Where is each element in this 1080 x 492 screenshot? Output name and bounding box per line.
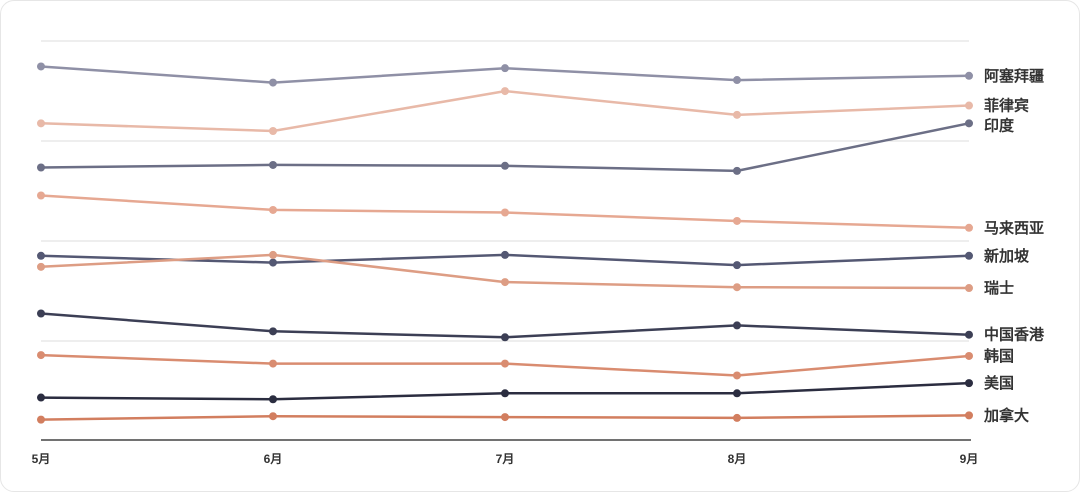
data-point	[269, 359, 277, 368]
series-label: 菲律宾	[984, 97, 1029, 115]
data-point	[733, 389, 741, 398]
x-tick-label: 5月	[32, 452, 51, 466]
x-tick-label: 9月	[960, 452, 979, 466]
data-point	[37, 119, 45, 128]
series-line	[40, 89, 970, 133]
data-point	[37, 262, 45, 271]
data-point	[37, 415, 45, 424]
data-point	[965, 119, 973, 128]
data-point	[501, 359, 509, 368]
data-point	[501, 250, 509, 259]
data-point	[965, 101, 973, 110]
data-point	[269, 160, 277, 169]
x-tick-label: 8月	[728, 452, 747, 466]
data-point	[37, 309, 45, 318]
data-point	[965, 330, 973, 339]
data-point	[37, 191, 45, 200]
x-tick-label: 7月	[496, 452, 515, 466]
data-point	[965, 351, 973, 360]
x-tick-label: 6月	[264, 452, 283, 466]
data-point	[965, 223, 973, 232]
series-label: 韩国	[984, 347, 1014, 365]
series-label: 中国香港	[984, 326, 1045, 344]
series-label: 瑞士	[984, 279, 1014, 297]
data-point	[501, 208, 509, 217]
data-point	[269, 126, 277, 135]
series-label: 美国	[984, 374, 1014, 392]
series-label: 新加坡	[984, 247, 1029, 265]
series-label: 马来西亚	[984, 219, 1044, 237]
series-label: 印度	[984, 117, 1015, 135]
data-point	[37, 351, 45, 360]
data-point	[965, 379, 973, 388]
data-point	[37, 163, 45, 172]
data-point	[733, 321, 741, 330]
data-point	[501, 413, 509, 422]
data-point	[269, 395, 277, 404]
data-point	[733, 166, 741, 175]
series-label: 阿塞拜疆	[984, 67, 1044, 85]
data-point	[37, 393, 45, 402]
gridlines	[41, 40, 969, 342]
data-point	[501, 64, 509, 73]
data-point	[733, 283, 741, 292]
data-point	[965, 284, 973, 293]
data-point	[733, 261, 741, 270]
data-point	[269, 205, 277, 214]
data-point	[269, 412, 277, 421]
data-point	[501, 333, 509, 342]
data-point	[965, 71, 973, 80]
data-point	[501, 278, 509, 287]
data-point	[501, 389, 509, 398]
data-point	[733, 413, 741, 422]
data-point	[269, 258, 277, 267]
data-point	[269, 250, 277, 259]
data-point	[37, 62, 45, 71]
series-lines	[37, 62, 973, 424]
data-point	[37, 251, 45, 260]
data-point	[269, 327, 277, 336]
data-point	[501, 87, 509, 96]
data-point	[733, 110, 741, 119]
data-point	[733, 216, 741, 225]
x-axis-ticks: 5月 6月 7月 8月 9月	[32, 452, 979, 466]
data-point	[501, 161, 509, 170]
data-point	[965, 411, 973, 420]
data-point	[733, 76, 741, 85]
data-point	[733, 371, 741, 380]
data-point	[269, 78, 277, 87]
data-point	[965, 251, 973, 260]
series-label: 加拿大	[983, 406, 1029, 424]
